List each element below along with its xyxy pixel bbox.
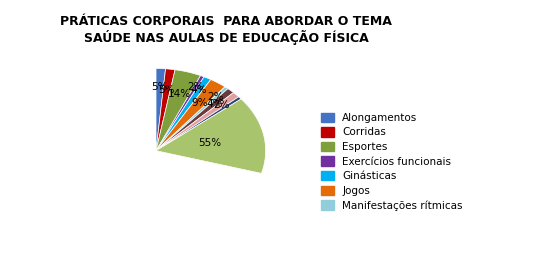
Polygon shape (156, 79, 225, 151)
Polygon shape (156, 70, 201, 151)
Polygon shape (156, 69, 175, 151)
Text: 2%: 2% (208, 92, 224, 102)
Text: 4%: 4% (206, 99, 223, 109)
Legend: Alongamentos, Corridas, Esportes, Exercícios funcionais, Ginásticas, Jogos, Mani: Alongamentos, Corridas, Esportes, Exercí… (318, 110, 466, 214)
Polygon shape (156, 99, 266, 173)
Text: 5%: 5% (159, 85, 175, 95)
Text: 2%: 2% (187, 82, 204, 92)
Text: 2%: 2% (214, 100, 230, 110)
Polygon shape (156, 68, 166, 151)
Text: 4%: 4% (190, 85, 207, 95)
Polygon shape (156, 87, 228, 151)
Polygon shape (156, 89, 233, 151)
Polygon shape (156, 97, 241, 151)
Text: 9%: 9% (191, 98, 208, 108)
Text: 5%: 5% (152, 82, 168, 92)
Text: 55%: 55% (198, 138, 221, 147)
Text: 14%: 14% (167, 89, 190, 99)
Polygon shape (156, 93, 239, 151)
Polygon shape (156, 76, 204, 151)
Polygon shape (156, 77, 211, 151)
Text: PRÁTICAS CORPORAIS  PARA ABORDAR O TEMA
SAÚDE NAS AULAS DE EDUCAÇÃO FÍSICA: PRÁTICAS CORPORAIS PARA ABORDAR O TEMA S… (60, 15, 392, 45)
